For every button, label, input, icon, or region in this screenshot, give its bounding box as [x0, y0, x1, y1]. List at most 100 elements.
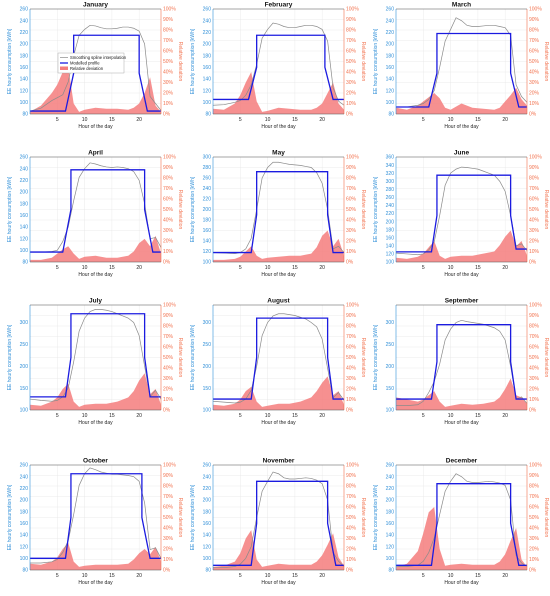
tick-label-right: 20%	[529, 91, 540, 97]
chart-panel-may: 100 120 140 160 180 200 220 240 260 280 300 0% 10% 20…	[183, 148, 366, 288]
y-axis-label-right: Relative deviation	[543, 498, 549, 538]
x-axis-label: Hour of the day	[78, 580, 113, 586]
tick-label-right: 10%	[163, 101, 174, 107]
chart-svg: 80 100 120 140 160 180 200 220 240 260 0% 10% 20% 30%…	[7, 2, 183, 131]
y-axis-label-left: EE hourly consumption [kWh]	[7, 484, 13, 550]
tick-label-right: 100%	[529, 7, 542, 13]
panel-title: April	[88, 150, 103, 157]
tick-label-left: 200	[386, 498, 395, 504]
tick-label-x: 10	[265, 117, 271, 123]
chart-panel-july: 100 150 200 250 300 0% 10% 20% 30% 40% 50% 60% 70% 80…	[0, 296, 183, 436]
series-smoothing-spline	[29, 24, 162, 112]
series-smoothing-spline	[29, 309, 162, 402]
tick-label-left: 80	[205, 112, 211, 118]
tick-label-right: 100%	[163, 7, 176, 13]
tick-label-x: 20	[319, 117, 325, 123]
tick-label-x: 5	[422, 413, 425, 419]
tick-label-right: 30%	[163, 228, 174, 234]
tick-label-right: 50%	[346, 355, 357, 361]
tick-label-right: 40%	[163, 526, 174, 532]
tick-label-left: 240	[386, 203, 395, 209]
tick-label-x: 10	[82, 117, 88, 123]
tick-label-right: 60%	[529, 345, 540, 351]
tick-label-right: 70%	[529, 494, 540, 500]
tick-label-left: 100	[386, 100, 395, 106]
tick-label-x: 15	[292, 265, 298, 271]
chart-svg: 80 100 120 140 160 180 200 220 240 260 0% 10% 20% 30%…	[190, 2, 366, 131]
tick-label-right: 30%	[529, 376, 540, 382]
tick-label-left: 300	[386, 320, 395, 326]
tick-label-left: 160	[203, 228, 212, 234]
tick-label-right: 100%	[529, 463, 542, 469]
tick-label-x: 10	[448, 265, 454, 271]
tick-label-x: 10	[265, 413, 271, 419]
chart-panel-september: 100 150 200 250 300 0% 10% 20% 30% 40% 50% 60% 70% 80…	[366, 296, 549, 436]
tick-label-left: 300	[203, 320, 212, 326]
y-axis-label-left: EE hourly consumption [kWh]	[190, 484, 196, 550]
tick-label-left: 140	[203, 77, 212, 83]
tick-label-left: 250	[386, 342, 395, 348]
tick-label-left: 100	[386, 556, 395, 562]
tick-label-left: 120	[203, 88, 212, 94]
tick-label-right: 60%	[346, 345, 357, 351]
tick-label-left: 200	[203, 207, 212, 213]
tick-label-right: 30%	[163, 376, 174, 382]
tick-label-right: 60%	[529, 197, 540, 203]
tick-label-right: 20%	[163, 387, 174, 393]
tick-label-x: 20	[319, 573, 325, 579]
tick-label-left: 240	[20, 474, 29, 480]
tick-label-x: 5	[56, 573, 59, 579]
tick-label-right: 70%	[346, 186, 357, 192]
tick-label-left: 100	[203, 408, 212, 414]
tick-label-x: 20	[502, 265, 508, 271]
y-axis-label-left: EE hourly consumption [kWh]	[7, 324, 13, 390]
tick-label-left: 160	[20, 521, 29, 527]
tick-label-left: 260	[386, 463, 395, 469]
tick-label-left: 100	[20, 408, 29, 414]
tick-label-right: 60%	[346, 505, 357, 511]
tick-label-x: 20	[502, 573, 508, 579]
panel-title: January	[83, 2, 108, 9]
series-smoothing-spline	[213, 471, 345, 569]
tick-label-left: 100	[20, 248, 29, 254]
tick-label-left: 200	[20, 498, 29, 504]
tick-label-left: 140	[386, 244, 395, 250]
tick-label-left: 220	[20, 178, 29, 184]
panel-title: February	[265, 2, 293, 9]
legend-box	[57, 52, 125, 74]
tick-label-right: 90%	[163, 473, 174, 479]
tick-label-left: 160	[386, 521, 395, 527]
tick-label-left: 120	[386, 544, 395, 550]
x-axis-label: Hour of the day	[261, 124, 296, 130]
tick-label-x: 15	[292, 573, 298, 579]
tick-label-x: 10	[265, 573, 271, 579]
tick-label-right: 10%	[163, 249, 174, 255]
series-relative-deviation	[30, 373, 161, 410]
tick-label-right: 50%	[529, 207, 540, 213]
tick-label-left: 160	[386, 65, 395, 71]
tick-label-right: 50%	[529, 355, 540, 361]
tick-label-left: 140	[386, 77, 395, 83]
tick-label-left: 140	[203, 533, 212, 539]
tick-label-x: 15	[109, 117, 115, 123]
panel-title: November	[263, 458, 295, 465]
tick-label-right: 0%	[529, 408, 537, 414]
tick-label-right: 80%	[163, 28, 174, 34]
tick-label-right: 20%	[529, 239, 540, 245]
tick-label-x: 15	[109, 265, 115, 271]
tick-label-left: 160	[386, 235, 395, 241]
x-axis-label: Hour of the day	[78, 420, 113, 426]
tick-label-right: 10%	[163, 397, 174, 403]
tick-label-right: 40%	[529, 366, 540, 372]
tick-label-right: 0%	[163, 112, 171, 118]
tick-label-right: 10%	[346, 249, 357, 255]
tick-label-left: 160	[20, 213, 29, 219]
series-relative-deviation	[213, 72, 344, 114]
tick-label-x: 10	[82, 413, 88, 419]
series-smoothing-spline	[30, 162, 162, 253]
tick-label-left: 120	[386, 252, 395, 258]
chart-svg: 80 100 120 140 160 180 200 220 240 260 0% 10% 20% 30%…	[7, 458, 183, 587]
series-relative-deviation	[213, 230, 344, 262]
tick-label-x: 5	[56, 413, 59, 419]
panel-title: May	[272, 150, 285, 157]
